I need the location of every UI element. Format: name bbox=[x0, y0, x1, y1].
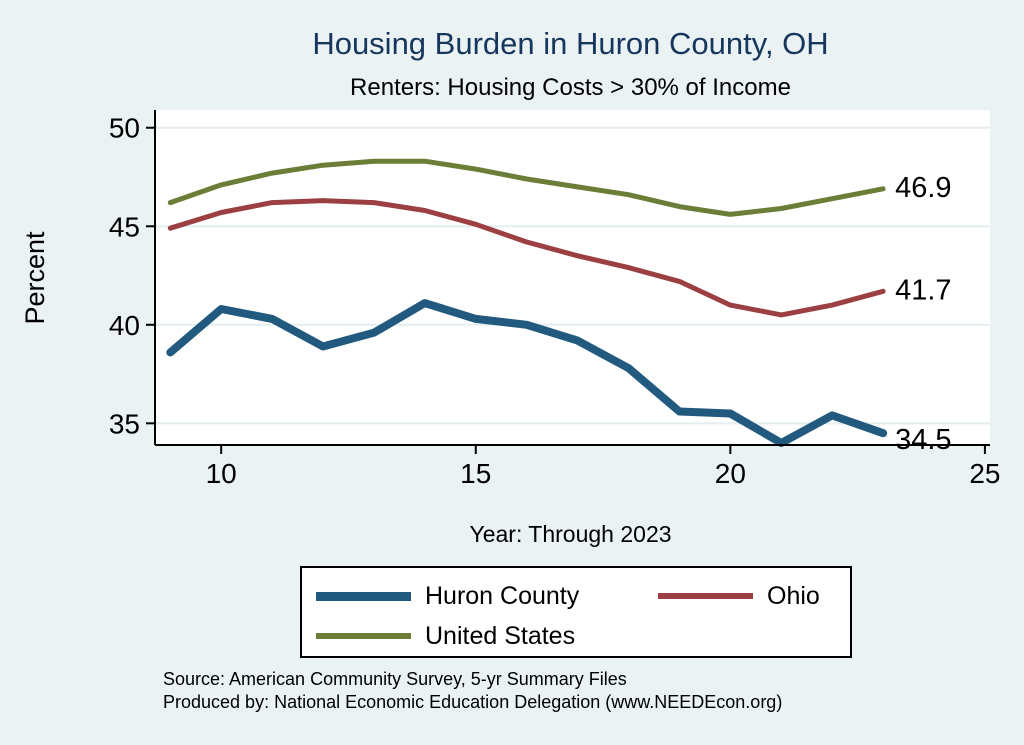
legend-swatch-huron-county bbox=[316, 591, 411, 601]
plot-area bbox=[155, 110, 990, 445]
y-tick-label-35: 35 bbox=[109, 408, 140, 439]
y-tick-label-50: 50 bbox=[109, 113, 140, 144]
united-states-line bbox=[167, 158, 886, 217]
x-axis-title: Year: Through 2023 bbox=[469, 521, 672, 547]
legend-label-ohio: Ohio bbox=[767, 581, 820, 610]
chart-subtitle: Renters: Housing Costs > 30% of Income bbox=[350, 74, 791, 101]
x-tick-label-25: 25 bbox=[969, 458, 1000, 489]
legend-item-united-states: United States bbox=[316, 620, 575, 652]
source-line: Source: American Community Survey, 5-yr … bbox=[163, 669, 627, 689]
legend-item-ohio: Ohio bbox=[658, 580, 820, 612]
legend-label-united-states: United States bbox=[425, 621, 576, 650]
chart-title: Housing Burden in Huron County, OH bbox=[312, 26, 829, 61]
x-tick-label-20: 20 bbox=[715, 458, 746, 489]
x-tick-label-10: 10 bbox=[206, 458, 237, 489]
x-tick-label-15: 15 bbox=[460, 458, 491, 489]
legend-label-huron-county: Huron County bbox=[425, 581, 580, 610]
ohio-end-label: 41.7 bbox=[895, 274, 951, 306]
ohio-line bbox=[167, 198, 886, 318]
huron-county-line bbox=[166, 299, 888, 447]
united-states-end-label: 46.9 bbox=[895, 172, 951, 204]
legend-swatch-ohio bbox=[658, 593, 753, 599]
huron-county-end-label: 34.5 bbox=[895, 424, 951, 456]
y-tick-label-45: 45 bbox=[109, 211, 140, 242]
produced-by-line: Produced by: National Economic Education… bbox=[163, 692, 783, 712]
legend-item-huron-county: Huron County bbox=[316, 580, 579, 612]
y-axis-title: Percent bbox=[20, 231, 50, 325]
y-tick-label-40: 40 bbox=[109, 310, 140, 341]
legend-swatch-united-states bbox=[316, 633, 411, 639]
legend: Huron County Ohio United States bbox=[300, 566, 852, 658]
source-block: Source: American Community Survey, 5-yr … bbox=[163, 668, 782, 714]
